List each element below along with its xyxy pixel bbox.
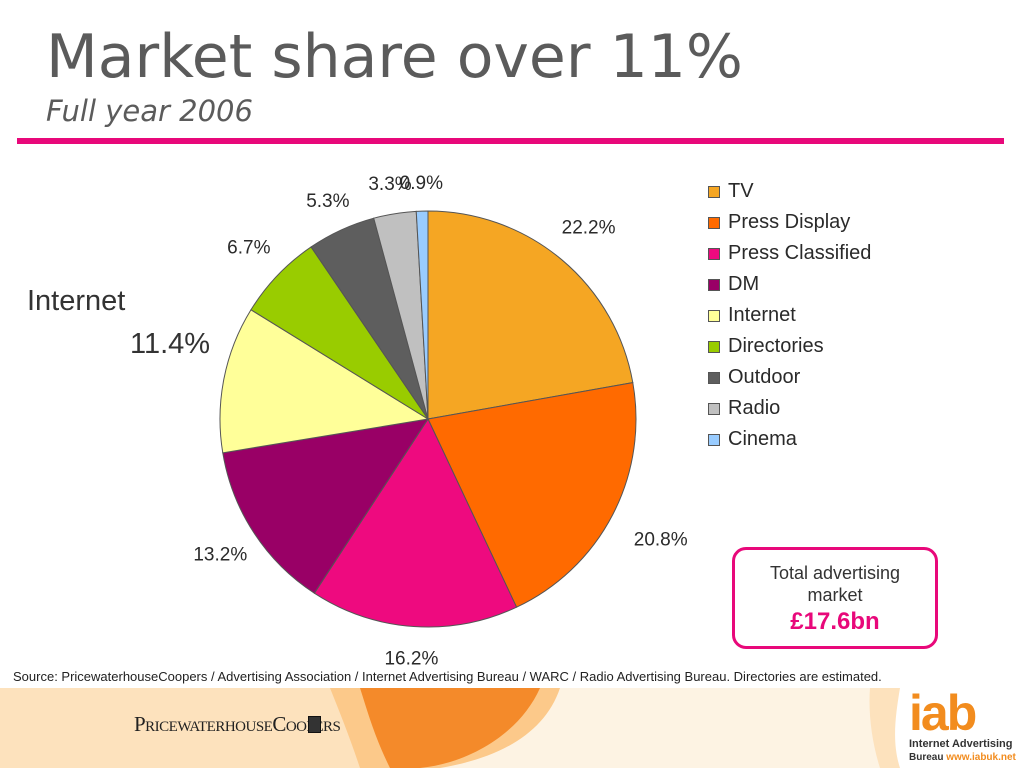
legend-swatch — [708, 340, 720, 353]
internet-callout-value: 11.4% — [130, 328, 211, 360]
pie-chart: 22.2% 20.8% 16.2% 13.2% 6.7% 5.3% 3.3%0.9% — [193, 173, 688, 669]
legend-label: Radio — [728, 397, 781, 419]
pie-slice-cinema — [415, 210, 429, 420]
legend-item-radio: Radio — [708, 393, 871, 424]
page-title: Market share over 11% — [46, 22, 743, 92]
total-market-box: Total advertising market £17.6bn — [732, 547, 938, 649]
internet-callout-label: Internet — [27, 285, 126, 317]
iab-logo-bureau: Bureau — [909, 752, 947, 763]
pie-slice-dm — [222, 418, 430, 594]
iab-logo-line2: Bureau www.iabuk.net — [909, 752, 1016, 763]
legend-item-directories: Directories — [708, 331, 871, 362]
data-label-radio: 3.3% — [368, 174, 411, 195]
legend-item-press-classified: Press Classified — [708, 238, 871, 269]
data-label-press-display: 20.8% — [634, 529, 688, 550]
total-market-label: Total advertising market — [769, 563, 901, 605]
iab-logo: iab — [909, 685, 977, 741]
legend-label: Cinema — [728, 428, 797, 450]
pie-slice-tv — [427, 210, 634, 420]
legend-label: Internet — [728, 304, 796, 326]
legend-swatch — [708, 371, 720, 384]
legend-swatch — [708, 433, 720, 446]
footer-swoosh-right — [869, 688, 900, 768]
footer-banner — [0, 688, 1024, 768]
footer-swoosh-dark — [360, 688, 540, 768]
legend-swatch — [708, 402, 720, 415]
data-label-press-classified: 16.2% — [384, 648, 438, 669]
legend-swatch — [708, 309, 720, 322]
title-divider — [17, 138, 1004, 144]
legend-swatch — [708, 247, 720, 260]
total-market-value: £17.6bn — [790, 608, 880, 635]
legend-swatch — [708, 185, 720, 198]
page-subtitle: Full year 2006 — [46, 94, 253, 128]
legend-item-outdoor: Outdoor — [708, 362, 871, 393]
legend-swatch — [708, 278, 720, 291]
data-label-outdoor: 5.3% — [306, 191, 349, 212]
legend-swatch — [708, 216, 720, 229]
legend-label: Press Display — [728, 211, 851, 233]
pie-slice-press-display — [427, 382, 637, 608]
legend-item-press-display: Press Display — [708, 207, 871, 238]
legend-item-tv: TV — [708, 176, 871, 207]
data-label-directories: 6.7% — [227, 238, 270, 259]
pwc-logo-mark — [308, 716, 321, 733]
iab-logo-url: www.iabuk.net — [946, 752, 1016, 763]
chart-legend: TV Press Display Press Classified DM Interne… — [708, 176, 871, 455]
legend-item-dm: DM — [708, 269, 871, 300]
data-label-tv: 22.2% — [562, 217, 616, 238]
pie-slice-internet — [219, 309, 430, 454]
legend-label: Outdoor — [728, 366, 801, 388]
iab-logo-background — [895, 688, 1024, 768]
data-label-dm: 13.2% — [193, 545, 247, 566]
data-label-cinema: 0.9% — [400, 173, 443, 194]
legend-label: Press Classified — [728, 242, 872, 264]
pie-slice-press-classified — [313, 417, 518, 628]
legend-item-cinema: Cinema — [708, 424, 871, 455]
legend-label: DM — [728, 273, 760, 295]
pwc-logo: PricewaterhouseCoopers — [134, 712, 341, 736]
legend-label: Directories — [728, 335, 824, 357]
legend-label: TV — [728, 180, 754, 202]
iab-logo-line1: Internet Advertising — [909, 738, 1013, 750]
source-note: Source: PricewaterhouseCoopers / Adverti… — [13, 669, 882, 684]
legend-item-internet: Internet — [708, 300, 871, 331]
